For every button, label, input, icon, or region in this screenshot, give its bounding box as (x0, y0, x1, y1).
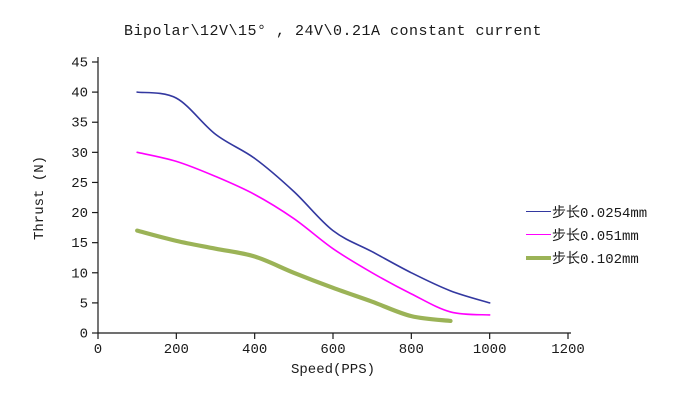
x-tick-label: 200 (164, 342, 189, 358)
y-tick-label: 0 (80, 327, 88, 343)
series-line-2 (135, 228, 453, 324)
legend-item-1: 步长0.051mm (526, 223, 647, 246)
legend-item-0: 步长0.0254mm (526, 200, 647, 223)
y-tick-label: 10 (71, 266, 88, 282)
series-line-0 (136, 91, 491, 304)
x-tick-label: 400 (242, 342, 267, 358)
x-tick-label: 0 (94, 342, 102, 358)
y-tick-label: 15 (71, 236, 88, 252)
y-tick-label: 30 (71, 146, 88, 162)
legend-label: 步长0.0254mm (552, 205, 648, 222)
x-tick-label: 800 (399, 342, 424, 358)
x-axis-title: Speed(PPS) (290, 362, 376, 378)
y-tick-label: 40 (71, 86, 88, 102)
y-tick-label: 25 (71, 176, 88, 192)
chart-title: Bipolar\12V\15° , 24V\0.21A constant cur… (123, 23, 543, 40)
legend-item-2: 步长0.102mm (526, 246, 647, 269)
legend-label: 步长0.051mm (552, 228, 639, 245)
x-tick-label: 600 (320, 342, 345, 358)
legend-label: 步长0.102mm (552, 251, 639, 268)
series-line-1 (136, 151, 491, 316)
legend-line-swatch (526, 255, 551, 260)
legend: 步长0.0254mm 步长0.051mm 步长0.102mm (526, 200, 647, 269)
x-tick-label: 1200 (551, 342, 585, 358)
y-tick-label: 20 (71, 206, 88, 222)
x-tick-label: 1000 (473, 342, 507, 358)
legend-line-swatch (526, 211, 551, 212)
y-tick-label: 45 (71, 56, 88, 72)
y-tick-label: 5 (80, 296, 88, 312)
legend-line-swatch (526, 234, 551, 235)
y-tick-label: 35 (71, 116, 88, 132)
